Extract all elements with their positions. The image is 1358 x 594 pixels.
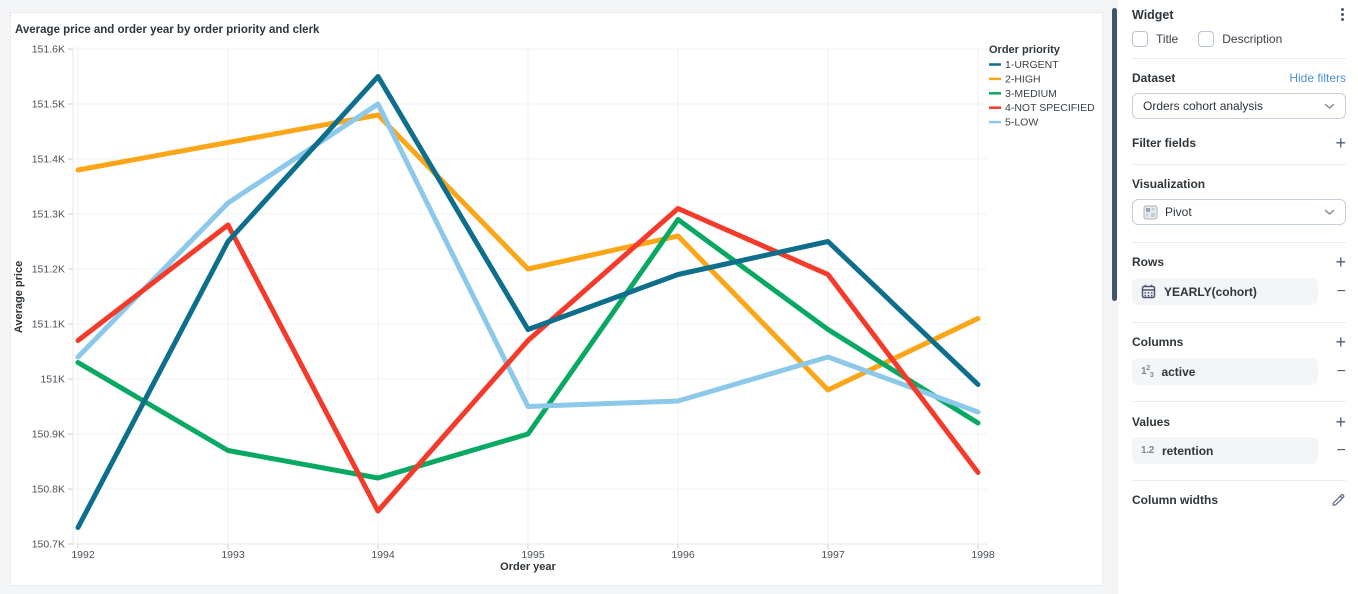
number-123-icon: 123 bbox=[1141, 364, 1154, 379]
x-tick-label: 1998 bbox=[971, 549, 995, 561]
y-tick-label: 151.2K bbox=[32, 264, 65, 276]
column-widths-label: Column widths bbox=[1132, 493, 1218, 507]
y-axis-title: Average price bbox=[13, 261, 25, 333]
y-tick-label: 151.3K bbox=[32, 209, 65, 221]
checkbox-box-icon[interactable] bbox=[1198, 31, 1215, 47]
settings-panel: Widget Title Description Dataset Hide fi… bbox=[1118, 0, 1358, 594]
chart-svg: 151.6K 151.5K 151.4K 151.3K 151.2K 151.1K 151K… bbox=[13, 44, 1095, 574]
series-line-2-high[interactable] bbox=[75, 112, 981, 393]
visualization-label: Visualization bbox=[1132, 177, 1206, 191]
y-tick-label: 151.6K bbox=[32, 44, 65, 56]
y-tick-label: 150.7K bbox=[32, 539, 65, 551]
visualization-select[interactable]: Pivot bbox=[1132, 199, 1346, 225]
columns-label: Columns bbox=[1132, 335, 1184, 349]
kebab-menu-icon[interactable] bbox=[1339, 6, 1346, 23]
edit-column-widths-button[interactable] bbox=[1330, 492, 1346, 508]
hide-filters-link[interactable]: Hide filters bbox=[1289, 71, 1346, 85]
y-tick-label: 151.4K bbox=[32, 154, 65, 166]
chart-widget-card[interactable]: Average price and order year by order pr… bbox=[10, 12, 1103, 586]
chevron-down-icon bbox=[1324, 209, 1335, 215]
y-tick-label: 151.5K bbox=[32, 99, 65, 111]
remove-value-button[interactable]: − bbox=[1336, 441, 1346, 459]
x-axis-title: Order year bbox=[500, 561, 556, 573]
values-label: Values bbox=[1132, 415, 1171, 429]
description-checkbox[interactable]: Description bbox=[1198, 31, 1282, 47]
legend-item-label[interactable]: 5-LOW bbox=[1005, 117, 1038, 129]
legend-item-label[interactable]: 1-URGENT bbox=[1005, 59, 1059, 71]
x-tick-label: 1997 bbox=[821, 549, 845, 561]
y-tick-label: 151K bbox=[40, 374, 65, 386]
series-line-3-medium[interactable] bbox=[75, 217, 981, 481]
panel-scrollbar[interactable] bbox=[1112, 8, 1117, 301]
legend-item-label[interactable]: 2-HIGH bbox=[1005, 73, 1041, 85]
x-tick-label: 1995 bbox=[521, 549, 545, 561]
x-tick-label: 1992 bbox=[71, 549, 95, 561]
x-tick-label: 1994 bbox=[371, 549, 395, 561]
series-line-5-low[interactable] bbox=[75, 101, 981, 415]
value-field-pill[interactable]: 1.2 retention bbox=[1132, 437, 1318, 464]
remove-column-button[interactable]: − bbox=[1336, 362, 1346, 380]
y-tick-label: 150.8K bbox=[32, 484, 65, 496]
dataset-select[interactable]: Orders cohort analysis bbox=[1132, 93, 1346, 119]
add-filter-field-button[interactable]: + bbox=[1335, 133, 1346, 153]
legend-title: Order priority bbox=[989, 44, 1061, 56]
chart-title: Average price and order year by order pr… bbox=[15, 24, 320, 36]
pivot-grid-icon bbox=[1143, 205, 1158, 220]
chevron-down-icon bbox=[1324, 103, 1335, 109]
title-checkbox[interactable]: Title bbox=[1132, 31, 1178, 47]
rows-label: Rows bbox=[1132, 255, 1165, 269]
pencil-icon bbox=[1332, 494, 1345, 506]
filter-fields-label: Filter fields bbox=[1132, 136, 1197, 150]
add-row-button[interactable]: + bbox=[1335, 252, 1346, 272]
add-column-button[interactable]: + bbox=[1335, 332, 1346, 352]
y-tick-label: 150.9K bbox=[32, 429, 65, 441]
y-tick-label: 151.1K bbox=[32, 319, 65, 331]
x-tick-label: 1993 bbox=[221, 549, 245, 561]
series-line-1-urgent[interactable] bbox=[75, 74, 981, 530]
decimal-1-2-icon: 1.2 bbox=[1141, 445, 1155, 456]
column-field-pill[interactable]: 123 active bbox=[1132, 358, 1318, 385]
add-value-button[interactable]: + bbox=[1335, 412, 1346, 432]
dashboard-canvas: Average price and order year by order pr… bbox=[0, 0, 1118, 594]
series-line-4-not-specified[interactable] bbox=[75, 206, 981, 514]
row-field-pill[interactable]: YEARLY(cohort) bbox=[1132, 278, 1318, 305]
calendar-icon bbox=[1141, 284, 1156, 299]
x-tick-label: 1996 bbox=[671, 549, 695, 561]
checkbox-box-icon[interactable] bbox=[1132, 31, 1148, 47]
dataset-label: Dataset bbox=[1132, 71, 1176, 85]
panel-title: Widget bbox=[1132, 7, 1174, 22]
legend-item-label[interactable]: 4-NOT SPECIFIED bbox=[1005, 102, 1095, 114]
legend-item-label[interactable]: 3-MEDIUM bbox=[1005, 88, 1057, 100]
remove-row-button[interactable]: − bbox=[1336, 282, 1346, 300]
